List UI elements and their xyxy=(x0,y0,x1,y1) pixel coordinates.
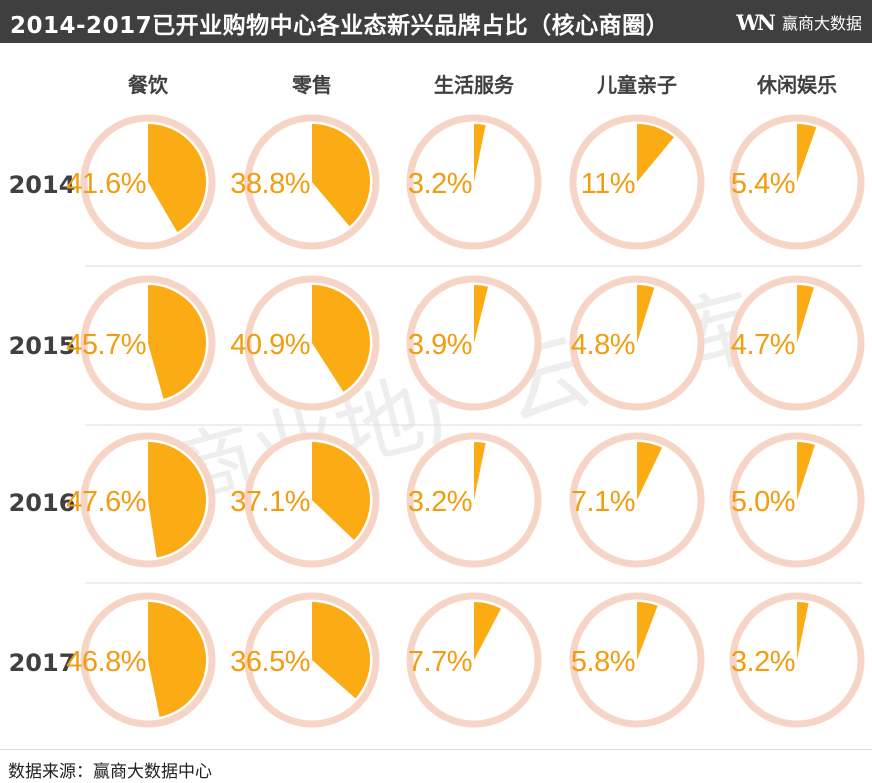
value-label: 38.8% xyxy=(230,168,310,200)
pie-slice xyxy=(148,285,207,399)
pie-slice xyxy=(474,602,501,660)
value-label: 4.8% xyxy=(571,329,635,361)
value-label: 46.8% xyxy=(66,646,146,678)
category-label: 儿童亲子 xyxy=(596,73,677,97)
footer-divider xyxy=(0,749,872,750)
pie-slice xyxy=(474,442,486,500)
chart-title: 2014-2017已开业购物中心各业态新兴品牌占比（核心商圈） xyxy=(10,13,670,39)
pie-slice xyxy=(637,285,655,343)
pie-slice xyxy=(148,602,206,717)
pie-slice xyxy=(797,124,817,182)
pie-slice xyxy=(474,124,486,182)
pie-grid-chart: 商业地产云智库餐饮零售生活服务儿童亲子休闲娱乐201441.6%38.8%3.2… xyxy=(9,73,865,728)
category-label: 零售 xyxy=(291,73,332,97)
pie-slice xyxy=(312,601,371,699)
value-label: 3.9% xyxy=(408,329,472,361)
value-label: 47.6% xyxy=(66,486,146,518)
value-label: 11% xyxy=(581,168,635,200)
value-label: 5.0% xyxy=(731,486,795,518)
value-label: 5.8% xyxy=(571,646,635,678)
value-label: 4.7% xyxy=(731,329,795,361)
value-label: 3.2% xyxy=(408,486,472,518)
pie-slice xyxy=(148,124,207,233)
year-label: 2014 xyxy=(9,171,76,199)
title-bar: 2014-2017已开业购物中心各业态新兴品牌占比（核心商圈） WN 赢商大数据 xyxy=(0,0,872,43)
pie-slice xyxy=(797,442,815,500)
pie-slice xyxy=(148,442,206,558)
value-label: 3.2% xyxy=(731,646,795,678)
year-label: 2017 xyxy=(9,649,76,677)
pie-slice xyxy=(312,124,370,227)
source-note: 数据来源：赢商大数据中心 xyxy=(8,762,212,782)
category-label: 生活服务 xyxy=(434,73,515,97)
pie-slice xyxy=(474,285,489,343)
value-label: 7.1% xyxy=(571,486,635,518)
value-label: 36.5% xyxy=(230,646,310,678)
value-label: 37.1% xyxy=(230,486,310,518)
value-label: 7.7% xyxy=(408,646,472,678)
value-label: 45.7% xyxy=(66,329,146,361)
pie-slice xyxy=(637,602,658,660)
value-label: 40.9% xyxy=(230,329,310,361)
pie-slice xyxy=(312,442,371,540)
year-label: 2015 xyxy=(9,332,76,360)
value-label: 41.6% xyxy=(66,168,146,200)
value-label: 5.4% xyxy=(731,168,795,200)
category-label: 餐饮 xyxy=(128,73,169,97)
pie-slice xyxy=(637,442,663,500)
brand-logo-text: 赢商大数据 xyxy=(781,14,862,33)
year-label: 2016 xyxy=(9,489,76,517)
value-label: 3.2% xyxy=(408,168,472,200)
pie-slice xyxy=(312,285,370,392)
pie-slice xyxy=(637,124,674,182)
pie-slice xyxy=(797,602,809,660)
brand-logo-mark: WN xyxy=(736,9,776,35)
brand-logo: WN 赢商大数据 xyxy=(736,9,862,35)
pie-slice xyxy=(797,285,814,343)
category-label: 休闲娱乐 xyxy=(756,73,837,97)
